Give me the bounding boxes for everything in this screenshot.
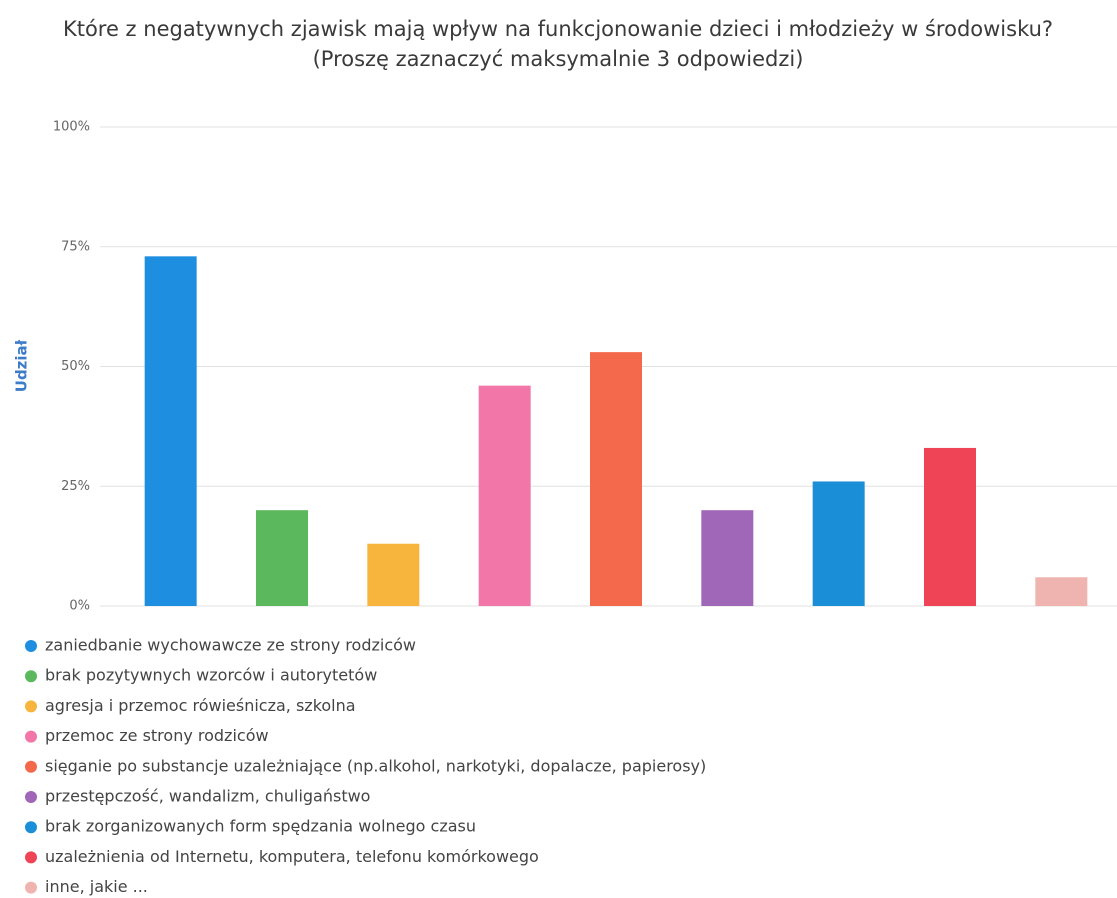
bar [144,256,197,606]
legend-marker [25,670,37,683]
y-tick-label: 75% [61,239,90,254]
legend-label: zaniedbanie wychowawcze ze strony rodzic… [45,636,416,655]
legend-marker [25,730,37,743]
legend-marker [25,760,37,773]
bar [367,543,420,606]
legend-label: uzależnienia od Internetu, komputera, te… [45,847,539,866]
bar [812,481,865,606]
legend-marker [25,640,37,652]
legend-label: przemoc ze strony rodziców [45,726,269,745]
chart-title: Które z negatywnych zjawisk mają wpływ n… [62,17,1054,71]
bar [478,385,531,606]
legend-label: sięganie po substancje uzależniające (np… [45,756,706,775]
bar [1035,577,1088,606]
y-tick-label: 100% [53,120,90,135]
legend-marker [25,791,37,803]
y-axis-label: Udział [13,339,31,392]
legend-marker [25,821,37,834]
legend-marker [25,700,37,713]
legend-marker [25,881,37,894]
bar [590,352,642,606]
legend-marker [25,851,37,864]
legend-label: brak pozytywnych wzorców i autorytetów [45,666,377,685]
bar [701,510,754,606]
bar [924,447,976,606]
legend-label: agresja i przemoc rówieśnicza, szkolna [45,696,356,715]
legend-label: przestępczość, wandalizm, chuligaństwo [45,787,370,806]
legend-label: inne, jakie ... [45,877,148,896]
y-tick-label: 0% [69,599,90,614]
bar [256,510,308,606]
y-tick-label: 25% [61,479,90,494]
legend-label: brak zorganizowanych form spędzania woln… [45,817,476,836]
y-tick-label: 50% [61,359,90,374]
